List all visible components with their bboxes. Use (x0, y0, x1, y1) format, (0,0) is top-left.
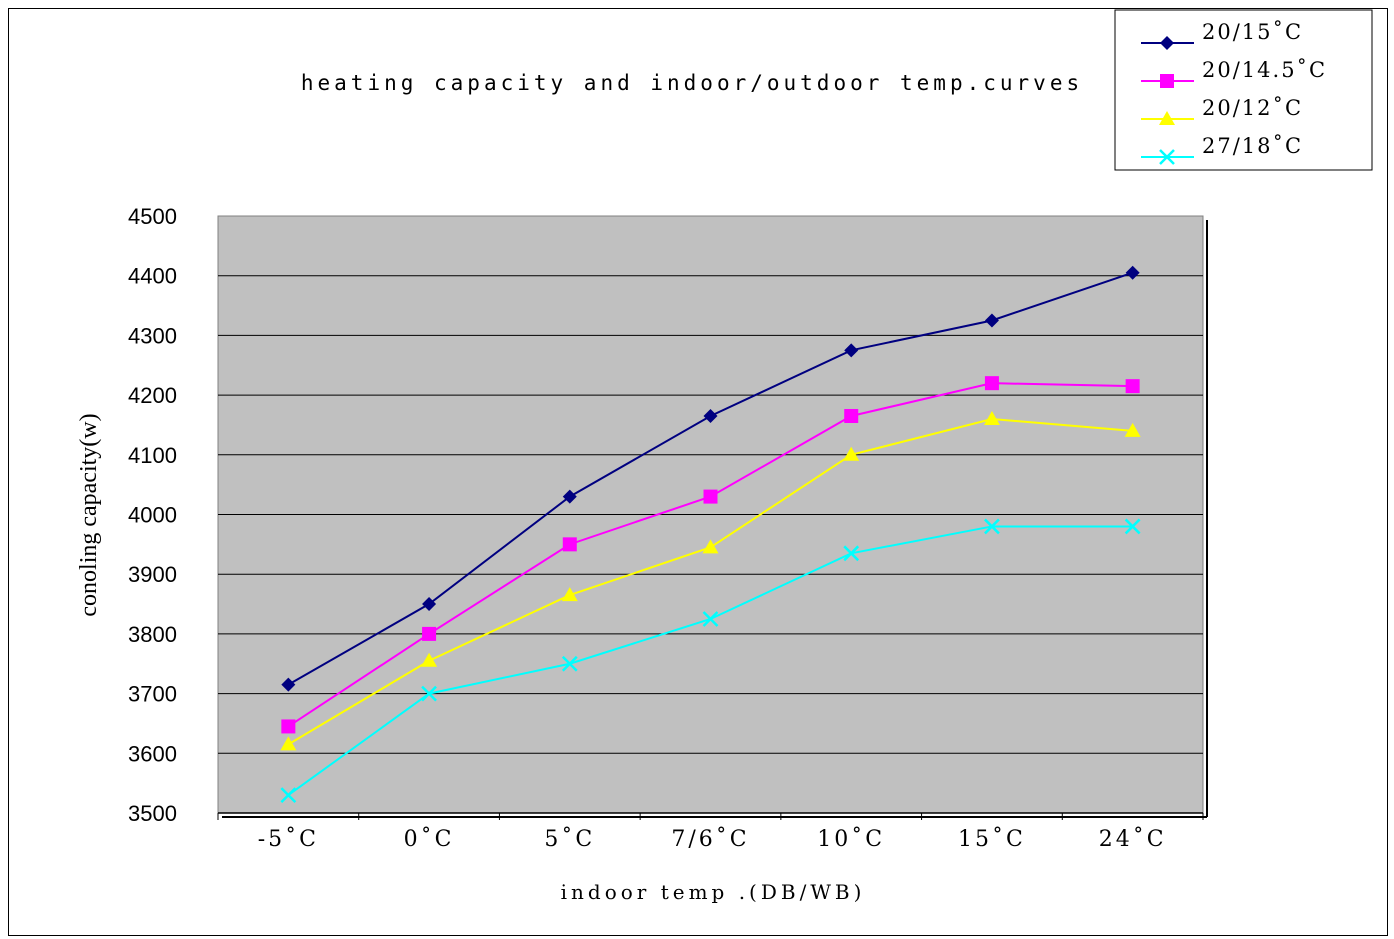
data-point-marker (562, 537, 577, 552)
y-tick-label: 4300 (128, 323, 177, 348)
data-point-marker (844, 408, 859, 423)
data-point-marker (1124, 518, 1141, 535)
data-point-marker (1159, 149, 1175, 165)
legend-label: 20/15˚C (1202, 20, 1303, 44)
data-point-marker (703, 408, 718, 423)
legend-box (1114, 9, 1373, 171)
data-point-marker (1125, 265, 1140, 280)
plot-area (217, 215, 1208, 818)
data-point-marker (702, 539, 719, 554)
data-point-marker (983, 410, 1000, 425)
y-tick-label: 4200 (128, 383, 177, 408)
x-tick-label: -5˚C (258, 825, 319, 852)
y-axis-ticks: 3500 3600 3700 3800 3900 4000 4100 4200 4300 4400… (128, 204, 177, 826)
x-tick-label: 7/6˚C (671, 825, 749, 852)
y-tick-label: 4400 (128, 264, 177, 289)
data-point-marker (421, 652, 438, 667)
data-point-marker (422, 597, 437, 612)
data-point-marker (984, 518, 1000, 535)
legend-label: 20/14.5˚C (1202, 58, 1327, 82)
legend-label: 27/18˚C (1202, 134, 1303, 158)
data-point-marker (280, 787, 297, 803)
y-tick-label: 3900 (128, 562, 177, 587)
x-tick-label: 24˚C (1099, 825, 1167, 852)
y-axis-label: conoling capacity(w) (76, 413, 102, 616)
x-tick-label: 0˚C (404, 825, 455, 852)
data-point-marker (561, 655, 578, 672)
y-tick-label: 3800 (128, 622, 177, 647)
legend: 20/15˚C 20/14.5˚C 20/12˚C 27/18˚C (1114, 9, 1373, 171)
data-point-marker (281, 677, 296, 692)
legend-label: 20/12˚C (1202, 96, 1303, 120)
series-4 (280, 518, 1141, 803)
x-axis-ticks: -5˚C 0˚C 5˚C 7/6˚C 10˚C 15˚C 24˚C (217, 812, 1204, 852)
data-point-marker (562, 489, 577, 504)
x-tick-label: 15˚C (958, 825, 1026, 852)
y-tick-label: 4500 (128, 204, 177, 229)
data-point-marker (984, 313, 999, 328)
data-point-marker (984, 376, 999, 391)
x-tick-label: 10˚C (817, 825, 885, 852)
data-point-marker (843, 545, 860, 562)
y-tick-label: 3700 (128, 682, 177, 707)
x-tick-label: 5˚C (544, 825, 595, 852)
data-point-marker (702, 611, 719, 627)
y-tick-label: 3500 (128, 801, 177, 826)
data-point-marker (1125, 379, 1140, 394)
x-axis-label: indoor temp .(DB/WB) (561, 880, 866, 904)
legend-entry: 20/12˚C (1141, 96, 1303, 125)
chart-title: heating capacity and indoor/outdoor temp… (301, 71, 1083, 95)
data-point-marker (1159, 111, 1175, 125)
data-point-marker (843, 446, 860, 461)
data-point-marker (1160, 74, 1174, 88)
legend-entry: 20/14.5˚C (1141, 58, 1327, 88)
data-point-marker (422, 626, 437, 641)
series-3 (280, 410, 1141, 751)
data-point-marker (703, 489, 718, 504)
legend-entry: 20/15˚C (1141, 20, 1303, 50)
data-point-marker (280, 736, 297, 751)
series-2 (281, 376, 1140, 734)
y-tick-label: 3600 (128, 741, 177, 766)
data-point-marker (1124, 422, 1141, 437)
series-layer (280, 265, 1141, 803)
data-point-marker (421, 685, 437, 702)
y-tick-label: 4000 (128, 503, 177, 528)
data-point-marker (561, 587, 578, 602)
data-point-marker (281, 719, 296, 734)
legend-entry: 27/18˚C (1141, 134, 1303, 165)
data-point-marker (1160, 36, 1174, 50)
data-point-marker (844, 343, 859, 358)
y-tick-label: 4100 (128, 443, 177, 468)
series-1 (281, 265, 1140, 692)
